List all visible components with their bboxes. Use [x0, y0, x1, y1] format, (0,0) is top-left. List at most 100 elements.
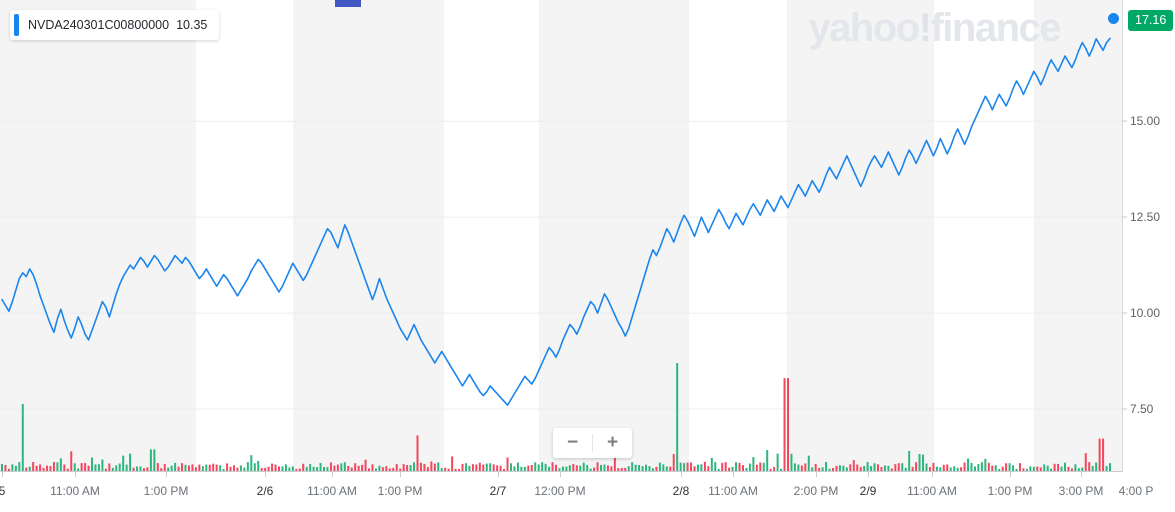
volume-bar — [1109, 463, 1111, 471]
volume-bar — [1001, 466, 1004, 471]
volume-bar — [243, 467, 246, 471]
volume-bar — [731, 466, 734, 471]
volume-bar — [967, 458, 970, 471]
volume-bar — [735, 462, 738, 471]
volume-bar — [149, 449, 152, 471]
volume-bar — [676, 363, 679, 471]
volume-bar — [589, 468, 592, 471]
volume-bar — [39, 464, 42, 471]
volume-bar — [565, 466, 568, 471]
volume-bar — [461, 463, 464, 471]
volume-bar — [458, 468, 461, 471]
volume-bar — [326, 467, 329, 471]
price-and-volume-svg — [0, 37, 1122, 471]
x-tick-label-15: 4:00 P — [1118, 484, 1154, 498]
volume-bar — [523, 466, 526, 471]
volume-bar — [97, 464, 100, 471]
volume-bar — [870, 466, 873, 471]
volume-bar — [146, 467, 149, 471]
volume-bar — [267, 466, 270, 471]
y-tick-label-3: 7.50 — [1130, 401, 1154, 416]
volume-bar — [226, 463, 229, 471]
volume-bar — [693, 466, 696, 471]
volume-bar — [738, 462, 741, 471]
volume-bar — [181, 463, 184, 471]
horizontal-gridlines — [0, 120, 1122, 410]
zoom-in-button[interactable]: + — [606, 432, 619, 453]
volume-bar — [648, 466, 651, 471]
volume-bar — [14, 465, 17, 471]
zoom-out-button[interactable]: − — [566, 432, 579, 453]
volume-bar — [378, 465, 381, 471]
session-band-4 — [1034, 0, 1122, 472]
volume-bar — [194, 467, 197, 471]
volume-bar — [1074, 464, 1077, 471]
volume-bar — [797, 464, 800, 471]
volume-bar — [1012, 465, 1015, 471]
volume-bar — [485, 463, 488, 471]
volume-bar — [883, 465, 886, 471]
volume-bar — [409, 465, 412, 471]
volume-bar — [215, 464, 218, 471]
volume-bar — [672, 454, 675, 471]
x-tick-label-6: 2/7 — [489, 484, 507, 498]
volume-bar — [946, 464, 949, 471]
x-tick-mark-10 — [816, 472, 817, 477]
volume-bar — [710, 457, 713, 471]
y-tick-label-2: 10.00 — [1130, 306, 1161, 321]
volume-bar — [1032, 466, 1035, 471]
volume-bar — [1053, 463, 1056, 471]
volume-bar — [603, 464, 606, 471]
volume-bar — [665, 466, 668, 471]
volume-bar — [707, 466, 710, 471]
volume-bar — [122, 455, 125, 471]
volume-bar — [347, 465, 350, 471]
volume-bar — [655, 466, 658, 471]
volume-bar — [281, 466, 284, 471]
volume-bar — [818, 468, 821, 471]
yahoo-finance-watermark: yahoo!finance — [808, 8, 1061, 48]
volume-bar — [257, 460, 260, 471]
volume-bar — [371, 464, 374, 471]
volume-bar — [198, 464, 201, 471]
last-price-badge: 17.16 — [1128, 10, 1174, 31]
volume-bar — [232, 465, 235, 471]
volume-bar — [1070, 468, 1073, 471]
volume-bar — [399, 468, 402, 471]
volume-bar — [329, 462, 332, 471]
zoom-controls[interactable]: − + — [553, 428, 632, 458]
volume-bar — [662, 464, 665, 471]
volume-bar — [21, 404, 24, 471]
volume-bar — [264, 467, 267, 471]
volume-bar — [35, 465, 38, 471]
volume-bar — [84, 463, 87, 471]
volume-bar — [52, 462, 55, 471]
x-tick-mark-7 — [560, 472, 561, 477]
volume-bar — [1005, 463, 1008, 471]
volume-bar — [1015, 468, 1018, 471]
volume-bar — [766, 449, 769, 471]
volume-bar — [343, 462, 346, 471]
x-tick-label-4: 11:00 AM — [307, 484, 357, 498]
volume-bar — [468, 465, 471, 471]
volume-bar — [537, 464, 540, 471]
volume-bar — [333, 465, 336, 471]
volume-bar — [970, 462, 973, 471]
volume-bar — [229, 466, 232, 471]
x-tick-label-2: 1:00 PM — [143, 484, 189, 498]
volume-bar — [575, 465, 578, 471]
volume-bar — [686, 462, 689, 471]
x-tick-mark-4 — [332, 472, 333, 477]
volume-bar — [139, 466, 142, 471]
volume-bar — [364, 459, 367, 471]
x-tick-mark-13 — [1010, 472, 1011, 477]
x-tick-mark-14 — [1081, 472, 1082, 477]
series-legend[interactable]: NVDA240301C00800000 10.35 — [10, 10, 220, 40]
chart-plot-area[interactable]: yahoo!finance — [0, 0, 1122, 472]
volume-bar — [866, 462, 869, 471]
volume-bar — [790, 453, 793, 471]
volume-bar — [579, 465, 582, 471]
volume-bar — [811, 467, 814, 471]
volume-bar — [804, 463, 807, 471]
volume-bar — [593, 467, 596, 471]
